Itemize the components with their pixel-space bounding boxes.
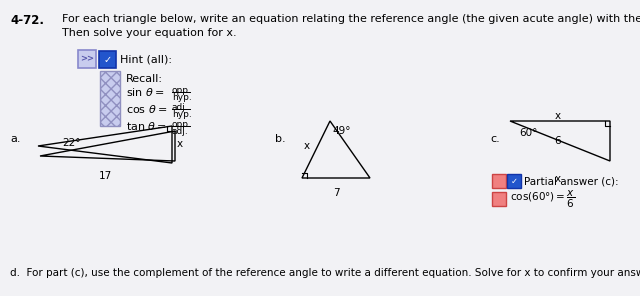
Text: 6: 6 [555,136,561,146]
Text: 4-72.: 4-72. [10,14,44,27]
Text: 7: 7 [333,188,339,198]
Bar [507,174,521,188]
Text: 49°: 49° [332,126,351,136]
Text: x: x [555,111,561,121]
Text: ✓: ✓ [104,54,111,65]
Text: >>: >> [80,54,94,64]
Bar [492,174,506,188]
Text: $\sin\,\theta =$: $\sin\,\theta =$ [126,86,164,98]
Text: Then solve your equation for x.: Then solve your equation for x. [62,28,237,38]
Text: d.  For part (c), use the complement of the reference angle to write a different: d. For part (c), use the complement of t… [10,268,640,278]
Text: 60°: 60° [519,128,538,138]
Text: x: x [304,141,310,151]
Bar [492,192,506,206]
Text: $\tan\,\theta =$: $\tan\,\theta =$ [126,120,167,132]
Text: adj.: adj. [172,103,189,112]
Text: adj.: adj. [172,127,189,136]
Text: hyp.: hyp. [172,110,192,119]
Text: 17: 17 [99,171,111,181]
Text: 22°: 22° [62,138,81,148]
Text: a.: a. [10,134,20,144]
Text: For each triangle below, write an equation relating the reference angle (the giv: For each triangle below, write an equati… [62,14,640,24]
Text: $\cos\,\theta =$: $\cos\,\theta =$ [126,103,168,115]
Text: hyp.: hyp. [172,93,192,102]
Text: c.: c. [490,134,500,144]
Text: Hint (all):: Hint (all): [120,54,172,64]
Bar [100,71,120,126]
Text: $\cos(60°) = \dfrac{x}{6}$: $\cos(60°) = \dfrac{x}{6}$ [510,188,575,210]
Text: Partial answer (c):: Partial answer (c): [524,176,619,186]
Text: x: x [555,174,561,184]
Text: opp.: opp. [172,86,192,95]
Bar [99,51,116,68]
Text: b.: b. [275,134,285,144]
Text: opp.: opp. [172,120,192,129]
Text: Recall:: Recall: [126,74,163,84]
Text: ✓: ✓ [511,176,518,186]
Text: x: x [177,139,183,149]
Bar [78,50,96,68]
